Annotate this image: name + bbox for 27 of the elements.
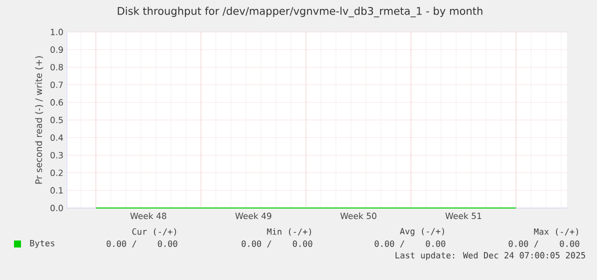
x-tick-label: Week 50 bbox=[340, 212, 376, 220]
x-tick-label: Week 48 bbox=[130, 212, 166, 220]
y-tick-label: 0.8 bbox=[50, 64, 63, 70]
y-tick-label: 0.4 bbox=[50, 134, 64, 141]
legend-label: Bytes bbox=[30, 240, 54, 248]
text: 0.00 / 0.00 bbox=[106, 240, 178, 248]
y-tick-label: 0.9 bbox=[50, 46, 63, 53]
y-tick-label: 0.1 bbox=[50, 187, 63, 194]
y-tick-label: 0.7 bbox=[50, 82, 63, 88]
x-tick-label: Week 49 bbox=[235, 212, 272, 220]
text: Cur (-/+) bbox=[132, 228, 176, 236]
y-tick-label: 0.5 bbox=[50, 116, 63, 124]
text: 0.00 / 0.00 bbox=[374, 240, 446, 248]
text: 0.00 / 0.00 bbox=[242, 240, 312, 248]
text: Max (-/+) bbox=[534, 228, 578, 236]
chart-title: Disk throughput for /dev/mapper/vgnvme-lv_db3_rmeta_1 - by month bbox=[118, 6, 482, 18]
x-tick-label: Week 51 bbox=[445, 212, 482, 220]
y-tick-label: 0.0 bbox=[50, 204, 63, 212]
text: Last update: Wed Dec 24 07:00:05 2025 bbox=[396, 252, 586, 260]
y-tick-label: 0.6 bbox=[50, 99, 63, 106]
y-tick-label: 0.3 bbox=[50, 152, 63, 158]
text: 0.00 / 0.00 bbox=[508, 240, 580, 248]
text: Min (-/+) bbox=[267, 228, 312, 236]
y-axis-title: Pr second read (-) / write (+) bbox=[35, 56, 44, 184]
y-tick-label: 1.0 bbox=[50, 28, 63, 36]
text: Avg (-/+) bbox=[400, 228, 444, 236]
y-tick-label: 0.2 bbox=[50, 170, 63, 176]
